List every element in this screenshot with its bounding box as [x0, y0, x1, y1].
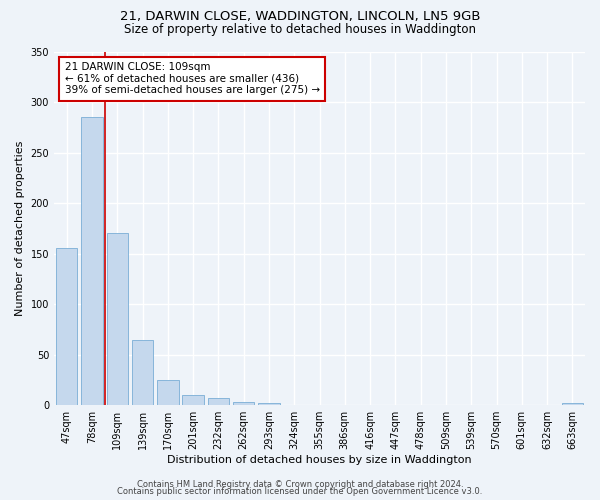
X-axis label: Distribution of detached houses by size in Waddington: Distribution of detached houses by size … — [167, 455, 472, 465]
Text: Contains HM Land Registry data © Crown copyright and database right 2024.: Contains HM Land Registry data © Crown c… — [137, 480, 463, 489]
Bar — [132, 340, 153, 405]
Text: 21, DARWIN CLOSE, WADDINGTON, LINCOLN, LN5 9GB: 21, DARWIN CLOSE, WADDINGTON, LINCOLN, L… — [120, 10, 480, 23]
Text: Contains public sector information licensed under the Open Government Licence v3: Contains public sector information licen… — [118, 487, 482, 496]
Bar — [81, 117, 103, 405]
Bar — [208, 398, 229, 405]
Bar — [157, 380, 179, 405]
Bar — [233, 402, 254, 405]
Bar — [562, 403, 583, 405]
Text: 21 DARWIN CLOSE: 109sqm
← 61% of detached houses are smaller (436)
39% of semi-d: 21 DARWIN CLOSE: 109sqm ← 61% of detache… — [65, 62, 320, 96]
Y-axis label: Number of detached properties: Number of detached properties — [15, 140, 25, 316]
Bar — [258, 403, 280, 405]
Text: Size of property relative to detached houses in Waddington: Size of property relative to detached ho… — [124, 22, 476, 36]
Bar — [107, 234, 128, 405]
Bar — [182, 395, 204, 405]
Bar — [56, 248, 77, 405]
